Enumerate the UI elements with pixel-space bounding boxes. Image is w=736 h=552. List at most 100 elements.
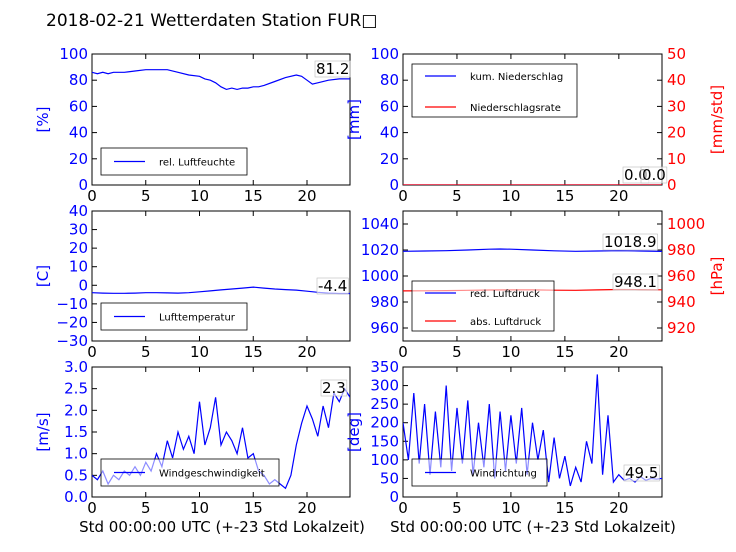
legend-box [411, 458, 548, 487]
axes-frame [91, 53, 351, 186]
y-right-axis-label: [mm/std] [708, 85, 726, 154]
legend-box [411, 63, 578, 118]
y-right-tick-label: 20 [667, 124, 686, 142]
legend-label: Niederschlagsrate [470, 103, 561, 114]
y-axis-label: [m/s] [34, 412, 52, 451]
panel-winddirection: 0 5 10 15 20050100150200250300350[deg]Windri… [345, 358, 663, 517]
y-tick-label: 100 [370, 451, 399, 469]
legend: kum. Niederschlag Niederschlagsrate [411, 63, 578, 118]
x-tick-label: 0 [87, 187, 97, 205]
y-right-axis-label: [hPa] [708, 257, 726, 296]
x-tick-label: 5 [452, 187, 462, 205]
figure-title: 2018-02-21 Wetterdaten Station FUR□ [46, 11, 377, 31]
y-tick-label: 0.5 [64, 466, 88, 484]
y-tick-label: −30 [56, 332, 88, 350]
y-tick-label: 250 [370, 395, 399, 413]
y-tick-label: 0 [389, 488, 399, 506]
y-tick-label: 80 [69, 71, 88, 89]
x-tick-label: 20 [297, 499, 316, 517]
y-right-tick-label: 980 [667, 241, 696, 259]
y-tick-label: 1000 [361, 267, 399, 285]
last-value-annotation: -4.4 [318, 277, 347, 295]
x-tick-label: 10 [501, 499, 520, 517]
series-line-windrichtung [403, 374, 662, 487]
last-value-box [320, 379, 348, 397]
y-right-tick-label: 960 [667, 267, 696, 285]
y-tick-label: 1.0 [64, 445, 88, 463]
x-tick-label: 15 [244, 499, 263, 517]
y-tick-label: 20 [69, 150, 88, 168]
last-value-annotation: 49.5 [625, 464, 658, 482]
legend-label: rel. Luftfeuchte [159, 158, 235, 169]
legend: Windgeschwindigkeit [100, 458, 280, 487]
y-right-tick-label: 0 [667, 176, 677, 194]
y-tick-label: 1040 [361, 215, 399, 233]
y-tick-label: 3.0 [64, 358, 88, 376]
last-value-box [612, 273, 659, 291]
y-tick-label: 980 [370, 293, 399, 311]
x-tick-label: 15 [244, 343, 263, 361]
y-right-tick-label: 30 [667, 97, 686, 115]
y-tick-label: 150 [370, 432, 399, 450]
y-tick-label: 80 [380, 71, 399, 89]
legend: red. Luftdruck abs. Luftdruck [411, 280, 555, 332]
x-tick-label: 20 [609, 343, 628, 361]
y-tick-label: 60 [380, 97, 399, 115]
y-right-tick-label: 10 [667, 150, 686, 168]
y-tick-label: 1.5 [64, 423, 88, 441]
legend: rel. Luftfeuchte [100, 147, 248, 176]
series-line-rel-luftfeuchte [92, 69, 350, 91]
y-tick-label: 20 [69, 239, 88, 257]
y-tick-label: 30 [69, 221, 88, 239]
y-tick-label: 40 [69, 202, 88, 220]
y-tick-label: 200 [370, 414, 399, 432]
last-value-box [602, 233, 658, 251]
x-tick-label: 20 [609, 187, 628, 205]
last-value-annotation2: 948.1 [614, 273, 657, 291]
last-value-annotation: 2.3 [322, 379, 346, 397]
x-tick-label: 10 [501, 343, 520, 361]
y-tick-label: 0 [78, 176, 88, 194]
x-tick-label: 0 [398, 499, 408, 517]
x-tick-label: 15 [555, 499, 574, 517]
y-right-tick-label: 50 [667, 45, 686, 63]
y-tick-label: 1020 [361, 241, 399, 259]
axes-frame [402, 366, 663, 498]
x-tick-label: 0 [87, 343, 97, 361]
y-axis-label: [mm] [345, 99, 363, 140]
y-tick-label: 2.5 [64, 380, 88, 398]
y-right-tick-label: 940 [667, 293, 696, 311]
x-axis-label-right: Std 00:00:00 UTC (+-23 Std Lokalzeit) [390, 518, 676, 536]
x-tick-label: 20 [609, 499, 628, 517]
axes-frame [91, 210, 351, 342]
x-tick-label: 0 [87, 499, 97, 517]
y-tick-label: 100 [59, 45, 88, 63]
x-tick-label: 0 [398, 187, 408, 205]
y-right-tick-label: 1000 [667, 215, 705, 233]
y-tick-label: 0 [78, 276, 88, 294]
last-value-box [623, 464, 660, 482]
x-axis-label-left: Std 00:00:00 UTC (+-23 Std Lokalzeit) [79, 518, 365, 536]
y-tick-label: 50 [380, 469, 399, 487]
legend-label: abs. Luftdruck [470, 317, 541, 328]
last-value-annotation2: 0.0 [642, 166, 666, 184]
y-tick-label: 300 [370, 377, 399, 395]
y-tick-label: 20 [380, 150, 399, 168]
legend-label: Windrichtung [470, 469, 537, 480]
x-tick-label: 5 [452, 343, 462, 361]
last-value-box [314, 60, 351, 78]
x-tick-label: 10 [190, 187, 209, 205]
y-axis-label: [%] [34, 107, 52, 133]
legend: Windrichtung [411, 458, 548, 487]
x-tick-label: 5 [141, 499, 151, 517]
last-value-annotation: 81.2 [316, 60, 349, 78]
last-value-box [316, 277, 349, 295]
y-tick-label: 0.0 [64, 488, 88, 506]
last-value-annotation: 1018.9 [604, 233, 657, 251]
y-tick-label: −20 [56, 313, 88, 331]
x-tick-label: 10 [190, 499, 209, 517]
y-tick-label: 10 [69, 258, 88, 276]
x-tick-label: 20 [297, 343, 316, 361]
x-tick-label: 0 [398, 343, 408, 361]
